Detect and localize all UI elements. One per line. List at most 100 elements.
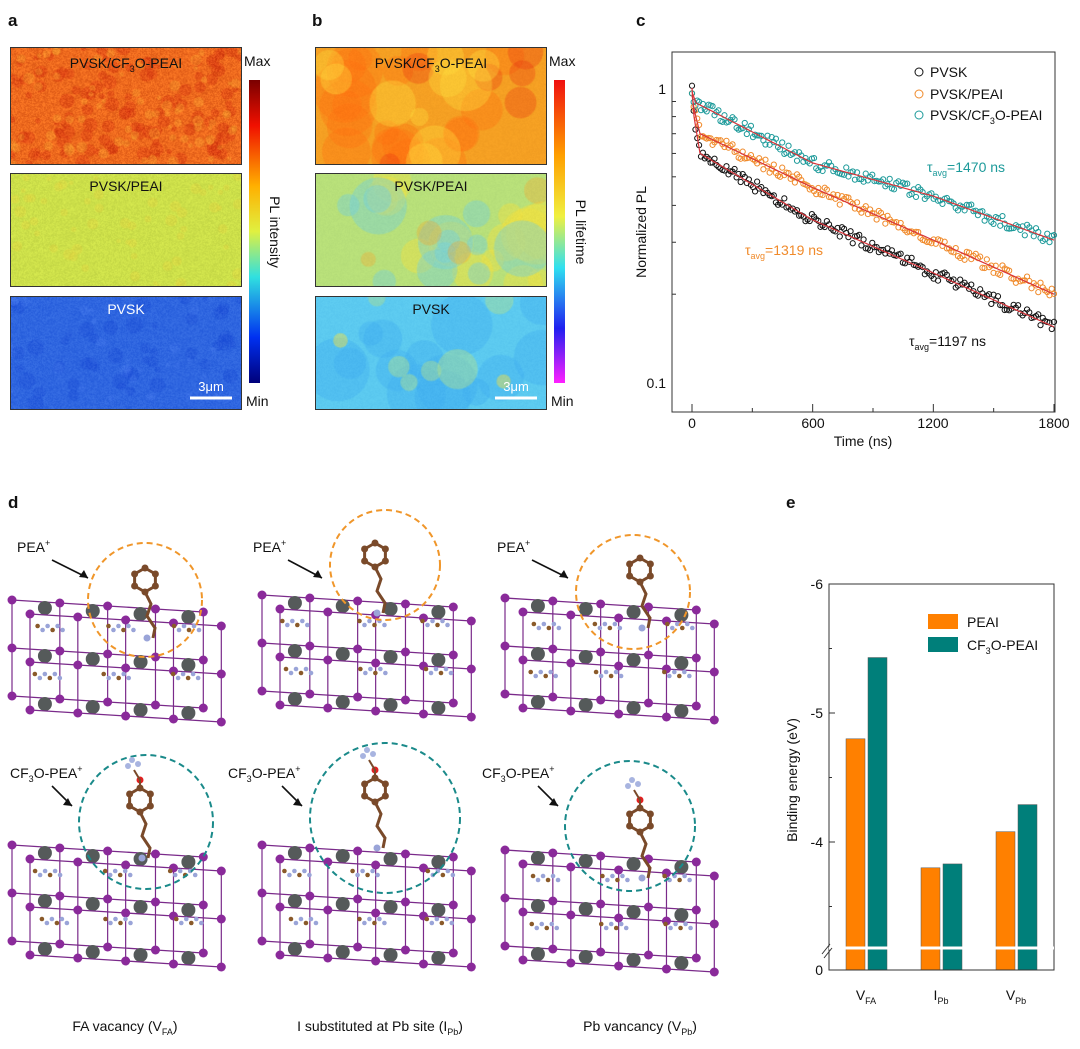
iodine-atom: [353, 644, 363, 654]
bond: [133, 769, 141, 788]
iodine-atom: [305, 891, 315, 901]
colorbar-intensity: [249, 80, 260, 383]
data-point: [819, 167, 826, 175]
data-point: [860, 178, 867, 185]
data-point: [781, 195, 788, 202]
iodine-atom: [400, 599, 410, 609]
bond: [155, 608, 204, 613]
organic-atom: [107, 872, 113, 878]
carbon-atom: [361, 557, 369, 565]
iodine-atom: [198, 703, 208, 713]
iodine-atom: [500, 593, 510, 603]
bond: [59, 943, 108, 948]
bond: [522, 911, 571, 916]
organic-atom: [303, 666, 309, 672]
bond: [125, 912, 174, 917]
lead-atom: [578, 650, 593, 664]
bond: [173, 867, 222, 872]
organic-atom: [45, 623, 50, 629]
data-point: [697, 107, 705, 114]
organic-atom: [198, 920, 204, 926]
iodine-atom: [466, 866, 476, 876]
highlight-circle: [309, 742, 461, 894]
iodine-atom: [400, 897, 410, 907]
legend-marker-pvsk: [914, 67, 924, 77]
legend-label: PVSK/CF3O-PEAI: [930, 107, 1042, 126]
organic-atom: [534, 925, 540, 931]
lead-atom: [383, 852, 398, 866]
iodine-atom: [518, 859, 528, 869]
organic-atom: [662, 669, 667, 675]
organic-atom: [302, 868, 307, 874]
lead-atom: [674, 908, 689, 922]
bond: [59, 602, 108, 607]
organic-atom: [533, 673, 539, 679]
bond: [173, 670, 222, 675]
bond: [570, 962, 619, 967]
organic-atom: [35, 623, 40, 629]
organic-atom: [185, 675, 191, 681]
iodine-atom: [216, 962, 226, 972]
organic-atom: [618, 673, 624, 679]
lead-atom: [578, 602, 593, 616]
lead-atom: [37, 846, 52, 860]
iodine-atom: [25, 609, 35, 619]
organic-atom: [598, 921, 604, 927]
organic-atom: [678, 925, 683, 931]
iodine-atom: [466, 914, 476, 924]
organic-atom: [292, 868, 297, 874]
iodine-atom: [103, 894, 113, 904]
organic-atom: [280, 618, 285, 624]
organic-atom: [373, 670, 378, 676]
organic-atom: [193, 916, 199, 922]
bar: [867, 657, 888, 971]
iodine-atom: [500, 689, 510, 699]
lead-atom: [530, 851, 545, 865]
bond: [522, 863, 571, 868]
organic-atom: [370, 868, 375, 874]
bond: [125, 960, 174, 965]
iodine-atom: [198, 948, 208, 958]
carbon-atom: [371, 539, 379, 547]
data-point: [968, 281, 975, 288]
bond: [59, 847, 108, 852]
iodine-atom: [566, 862, 576, 872]
organic-atom: [308, 670, 314, 676]
iodine-atom: [323, 655, 333, 665]
bond: [618, 917, 667, 922]
organic-atom: [424, 916, 430, 922]
bond: [261, 594, 310, 599]
fit-lines: [691, 87, 1055, 328]
data-point: [990, 269, 997, 276]
bond: [77, 957, 126, 962]
organic-atom: [593, 669, 599, 675]
organic-atom: [623, 925, 629, 931]
data-point: [856, 175, 863, 183]
iodine-atom: [466, 962, 476, 972]
organic-atom: [287, 872, 292, 878]
data-point: [731, 116, 738, 123]
bond: [423, 963, 472, 968]
lead-atom: [626, 701, 641, 715]
iodine-atom: [7, 643, 17, 653]
scale-bar-label: 3μm: [503, 379, 529, 394]
organic-atom: [127, 872, 133, 878]
organic-atom: [170, 671, 176, 677]
bond: [552, 648, 601, 653]
carbon-atom: [146, 802, 154, 810]
pl-lifetime-map-pvsk: [315, 296, 547, 410]
organic-atom: [32, 671, 38, 677]
arrow-head-icon: [559, 570, 568, 578]
bond: [638, 831, 652, 879]
data-point: [941, 238, 948, 245]
carbon-atom: [636, 578, 644, 586]
organic-atom: [113, 916, 118, 922]
data-point: [862, 203, 869, 210]
bars: [845, 657, 1038, 971]
data-point: [912, 193, 920, 201]
scale-bar-label: 3μm: [198, 379, 224, 394]
data-point: [963, 201, 970, 208]
bond: [279, 858, 328, 863]
organic-atom: [610, 873, 615, 879]
